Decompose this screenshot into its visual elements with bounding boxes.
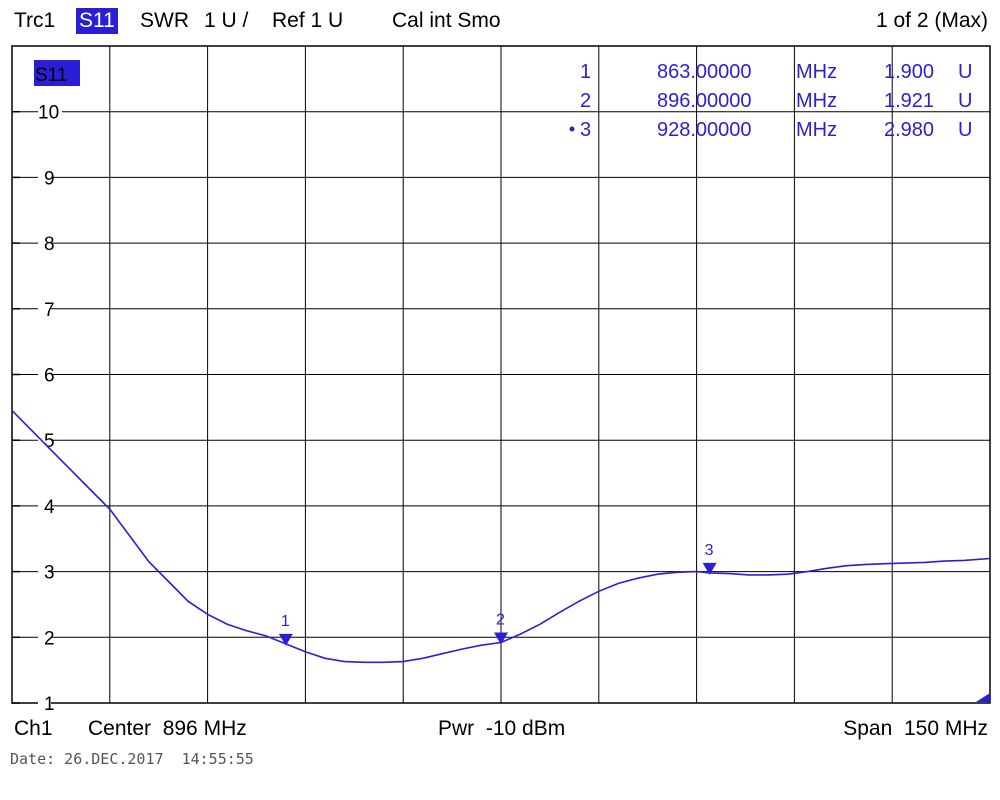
marker-table-vunit: U bbox=[958, 61, 972, 83]
y-tick-label: 9 bbox=[44, 168, 55, 189]
marker-table-value: 2.980 bbox=[884, 119, 934, 141]
marker-table-id: 3 bbox=[580, 119, 591, 141]
marker-table-unit: MHz bbox=[796, 61, 837, 83]
scale-label: 1 U / bbox=[204, 9, 249, 32]
y-tick-bg bbox=[38, 430, 51, 451]
marker-table-value: 1.921 bbox=[884, 90, 934, 112]
y-tick-bg bbox=[38, 561, 51, 582]
cal-label: Cal int Smo bbox=[392, 9, 501, 32]
y-tick-label: 4 bbox=[44, 497, 55, 518]
y-tick-bg bbox=[38, 364, 51, 385]
scale-indicator-icon bbox=[976, 693, 990, 702]
marker-table-unit: MHz bbox=[796, 119, 837, 141]
marker-table-id: 2 bbox=[580, 90, 591, 112]
y-tick-bg bbox=[38, 495, 51, 516]
trace-label-box bbox=[34, 60, 80, 86]
date-stamp: Date: 26.DEC.2017 14:55:55 bbox=[10, 750, 254, 768]
y-tick-label: 6 bbox=[44, 366, 55, 387]
y-tick-bg bbox=[38, 693, 51, 713]
y-tick-label: 3 bbox=[44, 563, 55, 584]
y-tick-label: 8 bbox=[44, 234, 55, 255]
y-tick-label: 7 bbox=[44, 300, 55, 321]
marker-label: 2 bbox=[496, 611, 505, 628]
marker-table-unit: MHz bbox=[796, 90, 837, 112]
channel-label: Ch1 bbox=[14, 717, 53, 740]
format-label: SWR bbox=[140, 9, 189, 32]
y-tick-bg bbox=[38, 167, 51, 188]
grid bbox=[11, 45, 991, 704]
y-tick-label: 1 bbox=[44, 694, 55, 715]
marker-label: 1 bbox=[281, 613, 290, 630]
y-tick-bg bbox=[38, 233, 51, 254]
span-label: Span 150 MHz bbox=[843, 717, 988, 740]
marker-table: 1 863.00000 MHz 1.900 U 2 896.00000 MHz 1.921 U 3 9… bbox=[569, 61, 972, 141]
y-tick-bg bbox=[38, 627, 51, 648]
marker-label: 3 bbox=[705, 542, 714, 559]
marker-table-value: 1.900 bbox=[884, 61, 934, 83]
page-indicator: 1 of 2 (Max) bbox=[875, 9, 988, 32]
y-tick-label: 10 bbox=[38, 103, 59, 124]
marker-table-vunit: U bbox=[958, 119, 972, 141]
active-marker-dot bbox=[569, 126, 575, 132]
marker-table-freq: 928.00000 bbox=[657, 119, 752, 141]
marker-table-id: 1 bbox=[580, 61, 591, 83]
marker-table-freq: 863.00000 bbox=[657, 61, 752, 83]
param-label: S11 bbox=[76, 8, 118, 34]
marker-triangle bbox=[702, 562, 717, 575]
power-label: Pwr -10 dBm bbox=[438, 717, 566, 740]
marker-layer: 1 2 3 bbox=[278, 542, 717, 646]
marker-triangle bbox=[278, 633, 293, 646]
center-freq-label: Center 896 MHz bbox=[88, 717, 247, 740]
y-tick-bg bbox=[38, 101, 62, 122]
marker-table-vunit: U bbox=[958, 90, 972, 112]
marker-triangle bbox=[494, 632, 508, 645]
y-tick-label: 5 bbox=[44, 431, 55, 452]
y-tick-labels: 1 2 3 4 5 6 7 8 9 10 S11 bbox=[12, 60, 80, 715]
trace-label-text: S11 bbox=[35, 65, 67, 86]
marker-table-freq: 896.00000 bbox=[657, 90, 752, 112]
ref-label: Ref 1 U bbox=[272, 9, 344, 32]
y-tick-bg bbox=[38, 298, 51, 319]
y-tick-label: 2 bbox=[44, 628, 55, 649]
trace-label: Trc1 bbox=[14, 9, 56, 32]
